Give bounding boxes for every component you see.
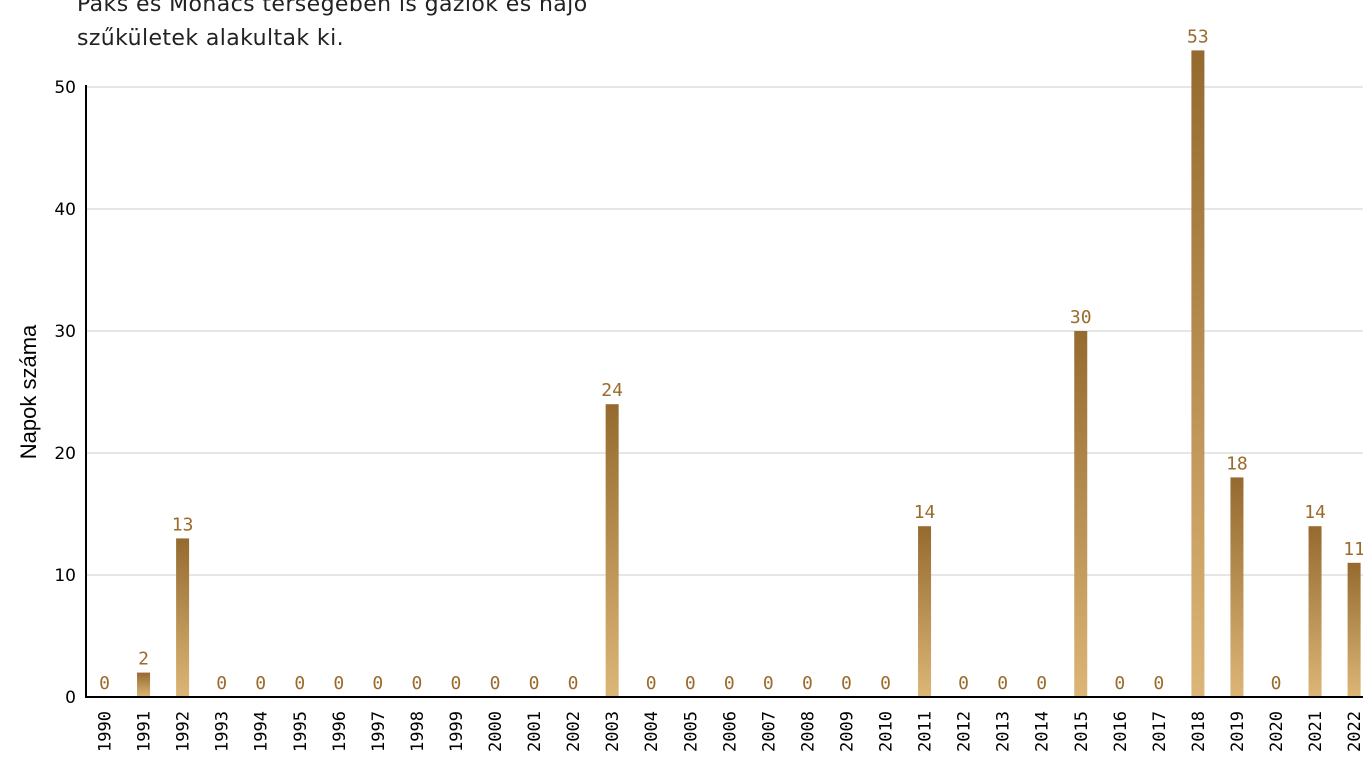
x-tick-label-2009: 2009 [837,711,857,752]
data-label-2007: 0 [763,673,774,694]
y-tick-label: 10 [54,566,76,586]
x-tick-label-2008: 2008 [798,711,818,752]
data-label-1997: 0 [372,673,383,694]
data-label-2003: 24 [601,380,623,401]
data-label-2016: 0 [1114,673,1125,694]
bar-2011 [918,526,932,697]
x-tick-label-2012: 2012 [955,711,975,752]
data-label-2000: 0 [490,673,501,694]
intro-text: Paks és Mohács térségében is gázlók és h… [77,0,777,56]
x-tick-label-2004: 2004 [642,711,662,752]
x-tick-label-2005: 2005 [681,711,701,752]
x-tick-label-2011: 2011 [916,711,936,752]
x-tick-label-2006: 2006 [720,711,740,752]
data-label-2006: 0 [724,673,735,694]
data-label-2018: 53 [1187,26,1209,47]
x-tick-label-2000: 2000 [486,711,506,752]
data-label-2022: 11 [1343,539,1363,560]
bar-2019 [1230,477,1244,697]
x-tick-label-1994: 1994 [252,711,272,752]
x-tick-label-2001: 2001 [525,711,545,752]
axes [85,85,1363,698]
bar-2022 [1347,562,1361,697]
bar-2015 [1074,331,1088,697]
x-tick-label-2018: 2018 [1189,711,1209,752]
x-tick-label-1991: 1991 [135,711,155,752]
x-tick-label-1998: 1998 [408,711,428,752]
y-tick-label: 40 [54,200,76,220]
data-label-1996: 0 [333,673,344,694]
y-tick-label: 0 [65,688,76,708]
x-tick-label-2014: 2014 [1033,711,1053,752]
data-label-2008: 0 [802,673,813,694]
bar-2003 [605,404,619,697]
bar-2021 [1308,526,1322,697]
data-label-2001: 0 [529,673,540,694]
data-labels: 0 2 13 0 0 0 0 0 0 0 0 0 0 24 0 0 0 0 0 0 0 14 0 0 0 30 0 0 53 18 0 14 1… [99,26,1363,694]
x-tick-label-2007: 2007 [759,711,779,752]
y-axis-label: Napok száma [16,324,41,459]
x-tick-label-1995: 1995 [291,711,311,752]
gridlines [86,86,1363,576]
x-tick-label-1992: 1992 [174,711,194,752]
y-tick-labels: 0 10 20 30 40 50 [54,78,76,708]
data-label-1999: 0 [451,673,462,694]
data-label-2002: 0 [568,673,579,694]
x-tick-label-2017: 2017 [1150,711,1170,752]
x-tick-labels: 1990 1991 1992 1993 1994 1995 1996 1997 1998 1999… [96,711,1363,752]
x-tick-label-2021: 2021 [1306,711,1326,752]
data-label-2017: 0 [1153,673,1164,694]
x-tick-label-1996: 1996 [330,711,350,752]
x-tick-label-2020: 2020 [1267,711,1287,752]
data-label-2010: 0 [880,673,891,694]
data-label-2005: 0 [685,673,696,694]
intro-line-1: Paks és Mohács térségében is gázlók és h… [77,0,588,17]
x-tick-label-1990: 1990 [96,711,116,752]
data-label-1998: 0 [411,673,422,694]
data-label-2012: 0 [958,673,969,694]
bars [137,50,1361,697]
x-tick-label-2002: 2002 [564,711,584,752]
data-label-1990: 0 [99,673,110,694]
x-tick-label-2003: 2003 [603,711,623,752]
data-label-1992: 13 [172,514,194,535]
x-tick-label-2016: 2016 [1111,711,1131,752]
data-label-2021: 14 [1304,502,1326,523]
data-label-2011: 14 [914,502,936,523]
data-label-2015: 30 [1070,307,1092,328]
intro-line-2: szűkületek alakultak ki. [77,26,344,51]
data-label-2004: 0 [646,673,657,694]
y-tick-label: 50 [54,78,76,98]
y-tick-label: 20 [54,444,76,464]
x-tick-label-1997: 1997 [369,711,389,752]
data-label-2020: 0 [1271,673,1282,694]
data-label-1991: 2 [138,649,149,670]
data-label-1993: 0 [216,673,227,694]
bar-1992 [176,538,190,697]
data-label-1995: 0 [294,673,305,694]
y-tick-label: 30 [54,322,76,342]
data-label-2009: 0 [841,673,852,694]
x-tick-label-2015: 2015 [1072,711,1092,752]
bar-1991 [137,672,151,697]
x-tick-label-1993: 1993 [213,711,233,752]
bar-2018 [1191,50,1205,697]
data-label-2019: 18 [1226,453,1248,474]
x-tick-label-1999: 1999 [447,711,467,752]
data-label-2013: 0 [997,673,1008,694]
data-label-2014: 0 [1036,673,1047,694]
data-label-1994: 0 [255,673,266,694]
x-tick-label-2010: 2010 [877,711,897,752]
x-tick-label-2013: 2013 [994,711,1014,752]
x-tick-label-2022: 2022 [1345,711,1363,752]
x-tick-label-2019: 2019 [1228,711,1248,752]
